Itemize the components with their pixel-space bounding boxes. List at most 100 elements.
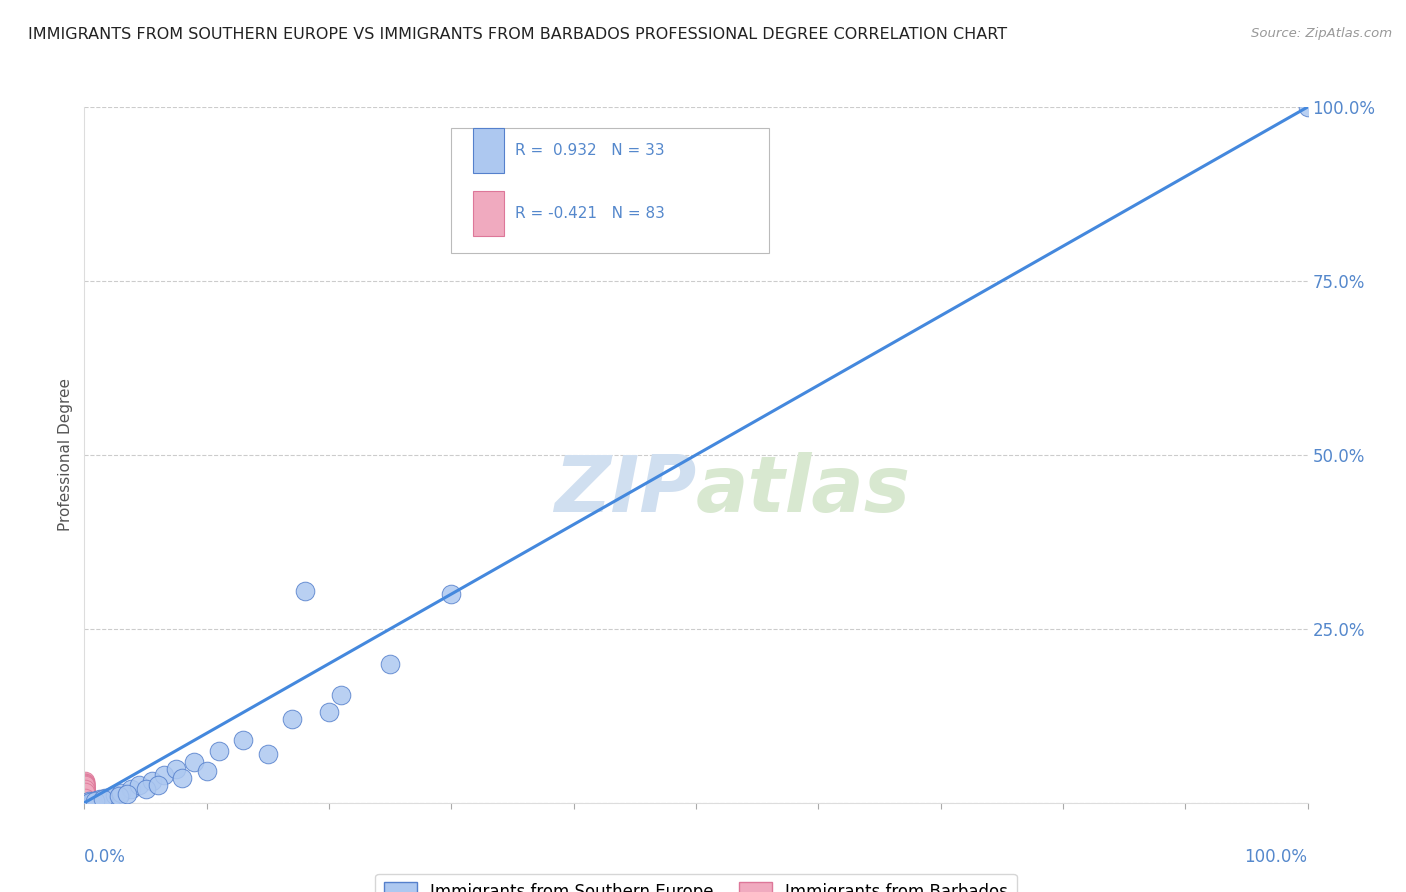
Point [128,778,150,792]
Point [141,773,163,788]
Point [73,787,96,801]
Point [107,789,129,803]
Text: 0.0%: 0.0% [84,848,127,866]
Point [75,790,97,805]
Point [75,791,97,805]
Point [75,780,97,795]
Point [153,768,176,782]
Point [75,773,97,788]
Point [75,786,97,800]
Point [73,778,96,792]
Point [75,793,97,807]
Point [89,792,111,806]
Point [75,789,97,803]
Point [75,787,97,801]
Point [75,791,97,805]
Point [73,791,96,805]
Point [73,778,96,792]
Point [75,779,97,793]
Point [75,788,97,802]
Point [94,791,117,805]
FancyBboxPatch shape [474,128,503,173]
Point [82,794,104,808]
Legend: Immigrants from Southern Europe, Immigrants from Barbados: Immigrants from Southern Europe, Immigra… [375,874,1017,892]
Point [73,792,96,806]
Point [75,790,97,805]
Point [75,782,97,797]
Point [73,794,96,808]
Point [75,780,97,795]
Point [75,775,97,789]
Point [75,789,97,804]
Point [73,781,96,796]
Point [165,763,187,777]
FancyBboxPatch shape [451,128,769,253]
Point [75,781,97,796]
Point [75,791,97,805]
Point [75,792,97,806]
Point [75,791,97,805]
Point [75,785,97,799]
Point [75,789,97,803]
Point [73,792,96,806]
Point [75,787,97,801]
Text: IMMIGRANTS FROM SOUTHERN EUROPE VS IMMIGRANTS FROM BARBADOS PROFESSIONAL DEGREE : IMMIGRANTS FROM SOUTHERN EUROPE VS IMMIG… [28,27,1007,42]
Point [75,794,97,808]
Point [73,781,96,796]
Point [91,791,114,805]
Point [257,747,280,761]
Point [75,792,97,806]
Y-axis label: Professional Degree: Professional Degree [58,378,73,532]
Point [75,789,97,803]
Text: R = -0.421   N = 83: R = -0.421 N = 83 [515,206,665,220]
Point [79,795,101,809]
Point [75,777,97,791]
Point [75,780,97,794]
Point [135,781,157,796]
Point [75,785,97,799]
Point [75,790,97,805]
Point [75,794,97,808]
Point [75,792,97,806]
Point [73,790,96,805]
Point [75,784,97,798]
Point [73,789,96,804]
Point [75,788,97,802]
Point [330,688,353,702]
Point [73,794,96,808]
Point [104,788,127,802]
Point [98,789,121,804]
Point [75,779,97,793]
Point [77,794,100,808]
Point [73,777,96,791]
Point [75,793,97,807]
Text: atlas: atlas [696,451,911,528]
Point [75,783,97,797]
Point [73,794,96,808]
Point [120,781,142,796]
Point [75,793,97,807]
Point [75,791,97,805]
Point [75,786,97,800]
Point [75,784,97,798]
Point [75,782,97,797]
Point [75,781,97,796]
Text: Source: ZipAtlas.com: Source: ZipAtlas.com [1251,27,1392,40]
Point [146,778,169,792]
Point [73,793,96,807]
Point [75,791,97,805]
Point [73,775,96,789]
Point [281,712,304,726]
Point [73,780,96,794]
Point [380,657,402,671]
Point [75,789,97,803]
Point [73,785,96,799]
Point [208,744,231,758]
Point [440,587,463,601]
Point [75,792,97,806]
Point [75,791,97,805]
Point [75,788,97,802]
Point [318,706,340,720]
Point [73,785,96,799]
Point [86,793,108,807]
